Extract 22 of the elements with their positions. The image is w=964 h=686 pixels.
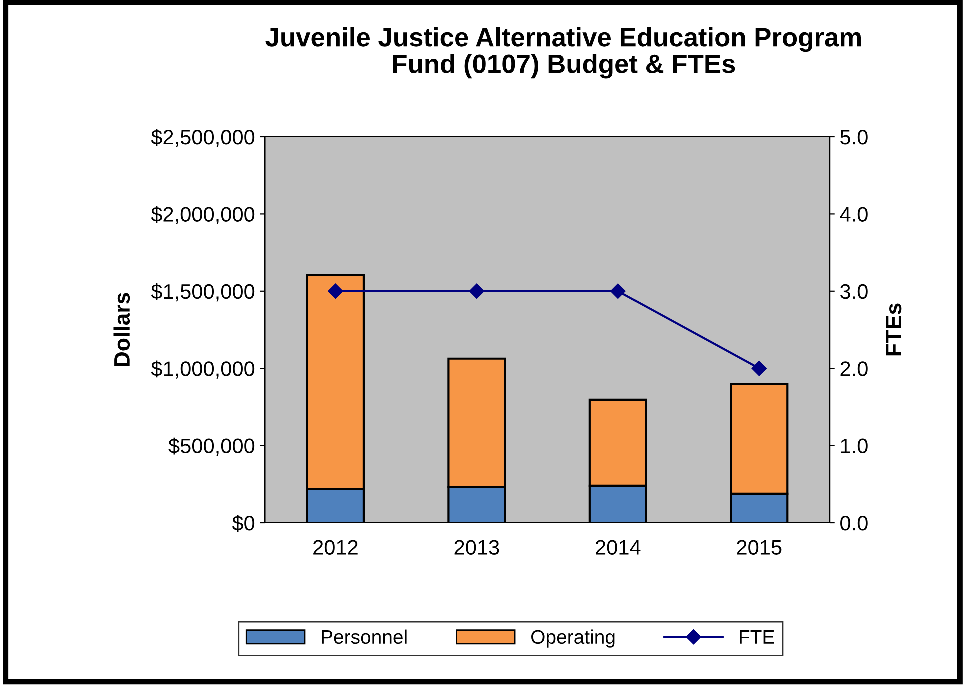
y-tick-label: $1,500,000 [151, 284, 255, 302]
y2-tick-label: 2.0 [840, 362, 868, 376]
y-tick-label: $500,000 [168, 438, 255, 456]
chart-title: Juvenile Justice Alternative Education Program Fund (0107) Budget & FTEs [266, 27, 861, 79]
y-tick-label: $2,500,000 [151, 129, 255, 148]
y2-tick-label: 5.0 [840, 130, 868, 145]
legend-label: FTE [740, 630, 774, 644]
y2-tick-label: 1.0 [841, 438, 868, 454]
x-tick-label: 2015 [737, 540, 782, 555]
y-tick-label: $2,000,000 [151, 206, 255, 224]
y2-tick-label: 0.0 [840, 516, 868, 531]
y2-axis-title: FTEs [886, 304, 902, 356]
y2-tick-label: 4.0 [840, 207, 868, 222]
y-axis-title: Dollars [114, 293, 130, 366]
y2-tick-label: 3.0 [840, 284, 868, 300]
legend-label: Personnel [322, 630, 407, 644]
x-tick-label: 2014 [596, 540, 641, 555]
legend-label: Operating [532, 630, 615, 648]
x-tick-label: 2012 [314, 540, 358, 555]
x-tick-label: 2013 [454, 540, 500, 555]
y-tick-label: $1,000,000 [151, 360, 255, 379]
y-tick-label: $0 [232, 515, 255, 532]
